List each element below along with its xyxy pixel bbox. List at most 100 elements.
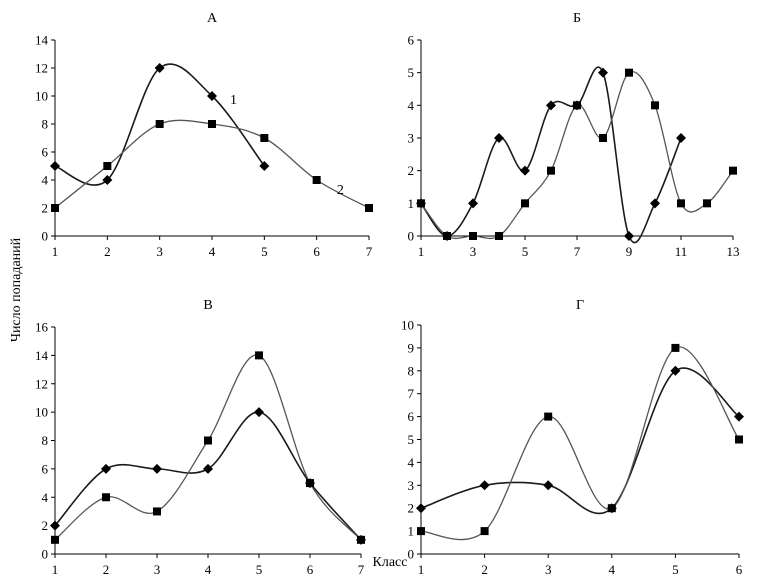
- x-tick-label: 3: [545, 562, 552, 575]
- y-tick-label: 3: [408, 131, 415, 146]
- y-tick-label: 12: [35, 376, 48, 391]
- y-tick-label: 1: [408, 196, 415, 211]
- data-point-diamond: [207, 91, 217, 101]
- x-tick-label: 6: [736, 562, 743, 575]
- data-point-square: [155, 120, 164, 128]
- y-tick-label: 0: [408, 229, 415, 244]
- x-tick-label: 5: [256, 562, 263, 575]
- data-point-square: [625, 68, 633, 77]
- data-point-diamond: [520, 165, 530, 176]
- y-tick-label: 6: [408, 33, 415, 48]
- data-point-square: [260, 134, 269, 142]
- data-point-square: [417, 199, 425, 208]
- y-tick-label: 4: [42, 490, 49, 505]
- data-point-square: [153, 507, 161, 516]
- y-tick-label: 8: [408, 363, 415, 378]
- x-tick-label: 4: [209, 244, 216, 259]
- chart-title: Б: [573, 11, 581, 26]
- series-label: 1: [230, 93, 237, 108]
- data-point-square: [469, 232, 477, 240]
- data-point-square: [729, 166, 737, 175]
- x-tick-label: 1: [418, 244, 425, 259]
- data-point-square: [521, 199, 529, 208]
- y-tick-label: 0: [42, 547, 49, 562]
- series-line-square: [420, 346, 740, 541]
- y-tick-label: 10: [35, 89, 48, 104]
- y-tick-label: 2: [42, 518, 49, 533]
- data-point-diamond: [102, 175, 113, 185]
- y-tick-label: 0: [408, 547, 415, 562]
- data-point-square: [204, 436, 212, 445]
- series-line-diamond: [420, 66, 682, 244]
- x-tick-label: 13: [727, 244, 740, 259]
- y-tick-label: 14: [35, 348, 49, 363]
- data-point-diamond: [259, 161, 270, 171]
- x-tick-label: 6: [313, 244, 320, 259]
- data-point-diamond: [598, 67, 608, 78]
- data-point-diamond: [734, 411, 744, 422]
- data-point-square: [735, 435, 743, 444]
- series-label: 2: [337, 183, 344, 198]
- y-tick-label: 4: [408, 98, 415, 113]
- x-tick-label: 4: [205, 562, 212, 575]
- y-tick-label: 12: [35, 61, 48, 76]
- data-point-diamond: [543, 480, 554, 491]
- data-point-square: [677, 199, 685, 208]
- data-point-diamond: [494, 133, 504, 143]
- y-tick-label: 4: [408, 455, 415, 470]
- series-line-square: [54, 354, 362, 541]
- y-tick-label: 6: [42, 461, 49, 476]
- data-point-square: [495, 232, 503, 240]
- chart-title: А: [207, 11, 218, 26]
- data-point-square: [312, 176, 321, 184]
- y-tick-label: 14: [35, 33, 49, 48]
- x-tick-label: 5: [522, 244, 529, 259]
- y-tick-label: 16: [35, 320, 49, 335]
- data-point-square: [102, 493, 110, 502]
- chart-title: Г: [576, 298, 584, 313]
- x-tick-label: 4: [609, 562, 616, 575]
- x-tick-label: 7: [358, 562, 365, 575]
- data-point-square: [255, 351, 263, 360]
- series-line-diamond: [420, 367, 740, 515]
- series-line-diamond: [54, 411, 362, 541]
- x-tick-label: 6: [307, 562, 314, 575]
- data-point-square: [547, 166, 555, 175]
- data-point-diamond: [650, 198, 660, 209]
- x-tick-label: 1: [52, 562, 59, 575]
- y-tick-label: 5: [408, 432, 415, 447]
- y-tick-label: 9: [408, 340, 415, 355]
- data-point-square: [51, 204, 59, 212]
- data-point-square: [417, 527, 425, 536]
- data-point-diamond: [50, 520, 60, 531]
- y-tick-label: 2: [408, 163, 415, 178]
- data-point-diamond: [50, 161, 60, 171]
- data-point-square: [671, 343, 680, 352]
- x-tick-label: 1: [52, 244, 59, 259]
- series-line-square: [54, 119, 370, 209]
- y-tick-label: 2: [408, 501, 415, 516]
- x-axis-label: Класс: [373, 555, 408, 570]
- x-tick-label: 1: [418, 562, 425, 575]
- x-tick-label: 7: [366, 244, 373, 259]
- y-tick-label: 8: [42, 433, 49, 448]
- x-tick-label: 2: [481, 562, 488, 575]
- data-point-square: [443, 232, 451, 240]
- y-tick-label: 0: [42, 229, 49, 244]
- y-tick-label: 1: [408, 524, 415, 539]
- x-tick-label: 9: [626, 244, 633, 259]
- x-tick-label: 3: [154, 562, 161, 575]
- x-tick-label: 7: [574, 244, 581, 259]
- data-point-square: [357, 535, 365, 544]
- data-point-square: [607, 504, 616, 513]
- y-tick-label: 5: [408, 65, 415, 80]
- data-point-square: [544, 412, 553, 421]
- y-axis-label: Число попаданий: [9, 237, 24, 342]
- y-tick-label: 10: [401, 318, 414, 333]
